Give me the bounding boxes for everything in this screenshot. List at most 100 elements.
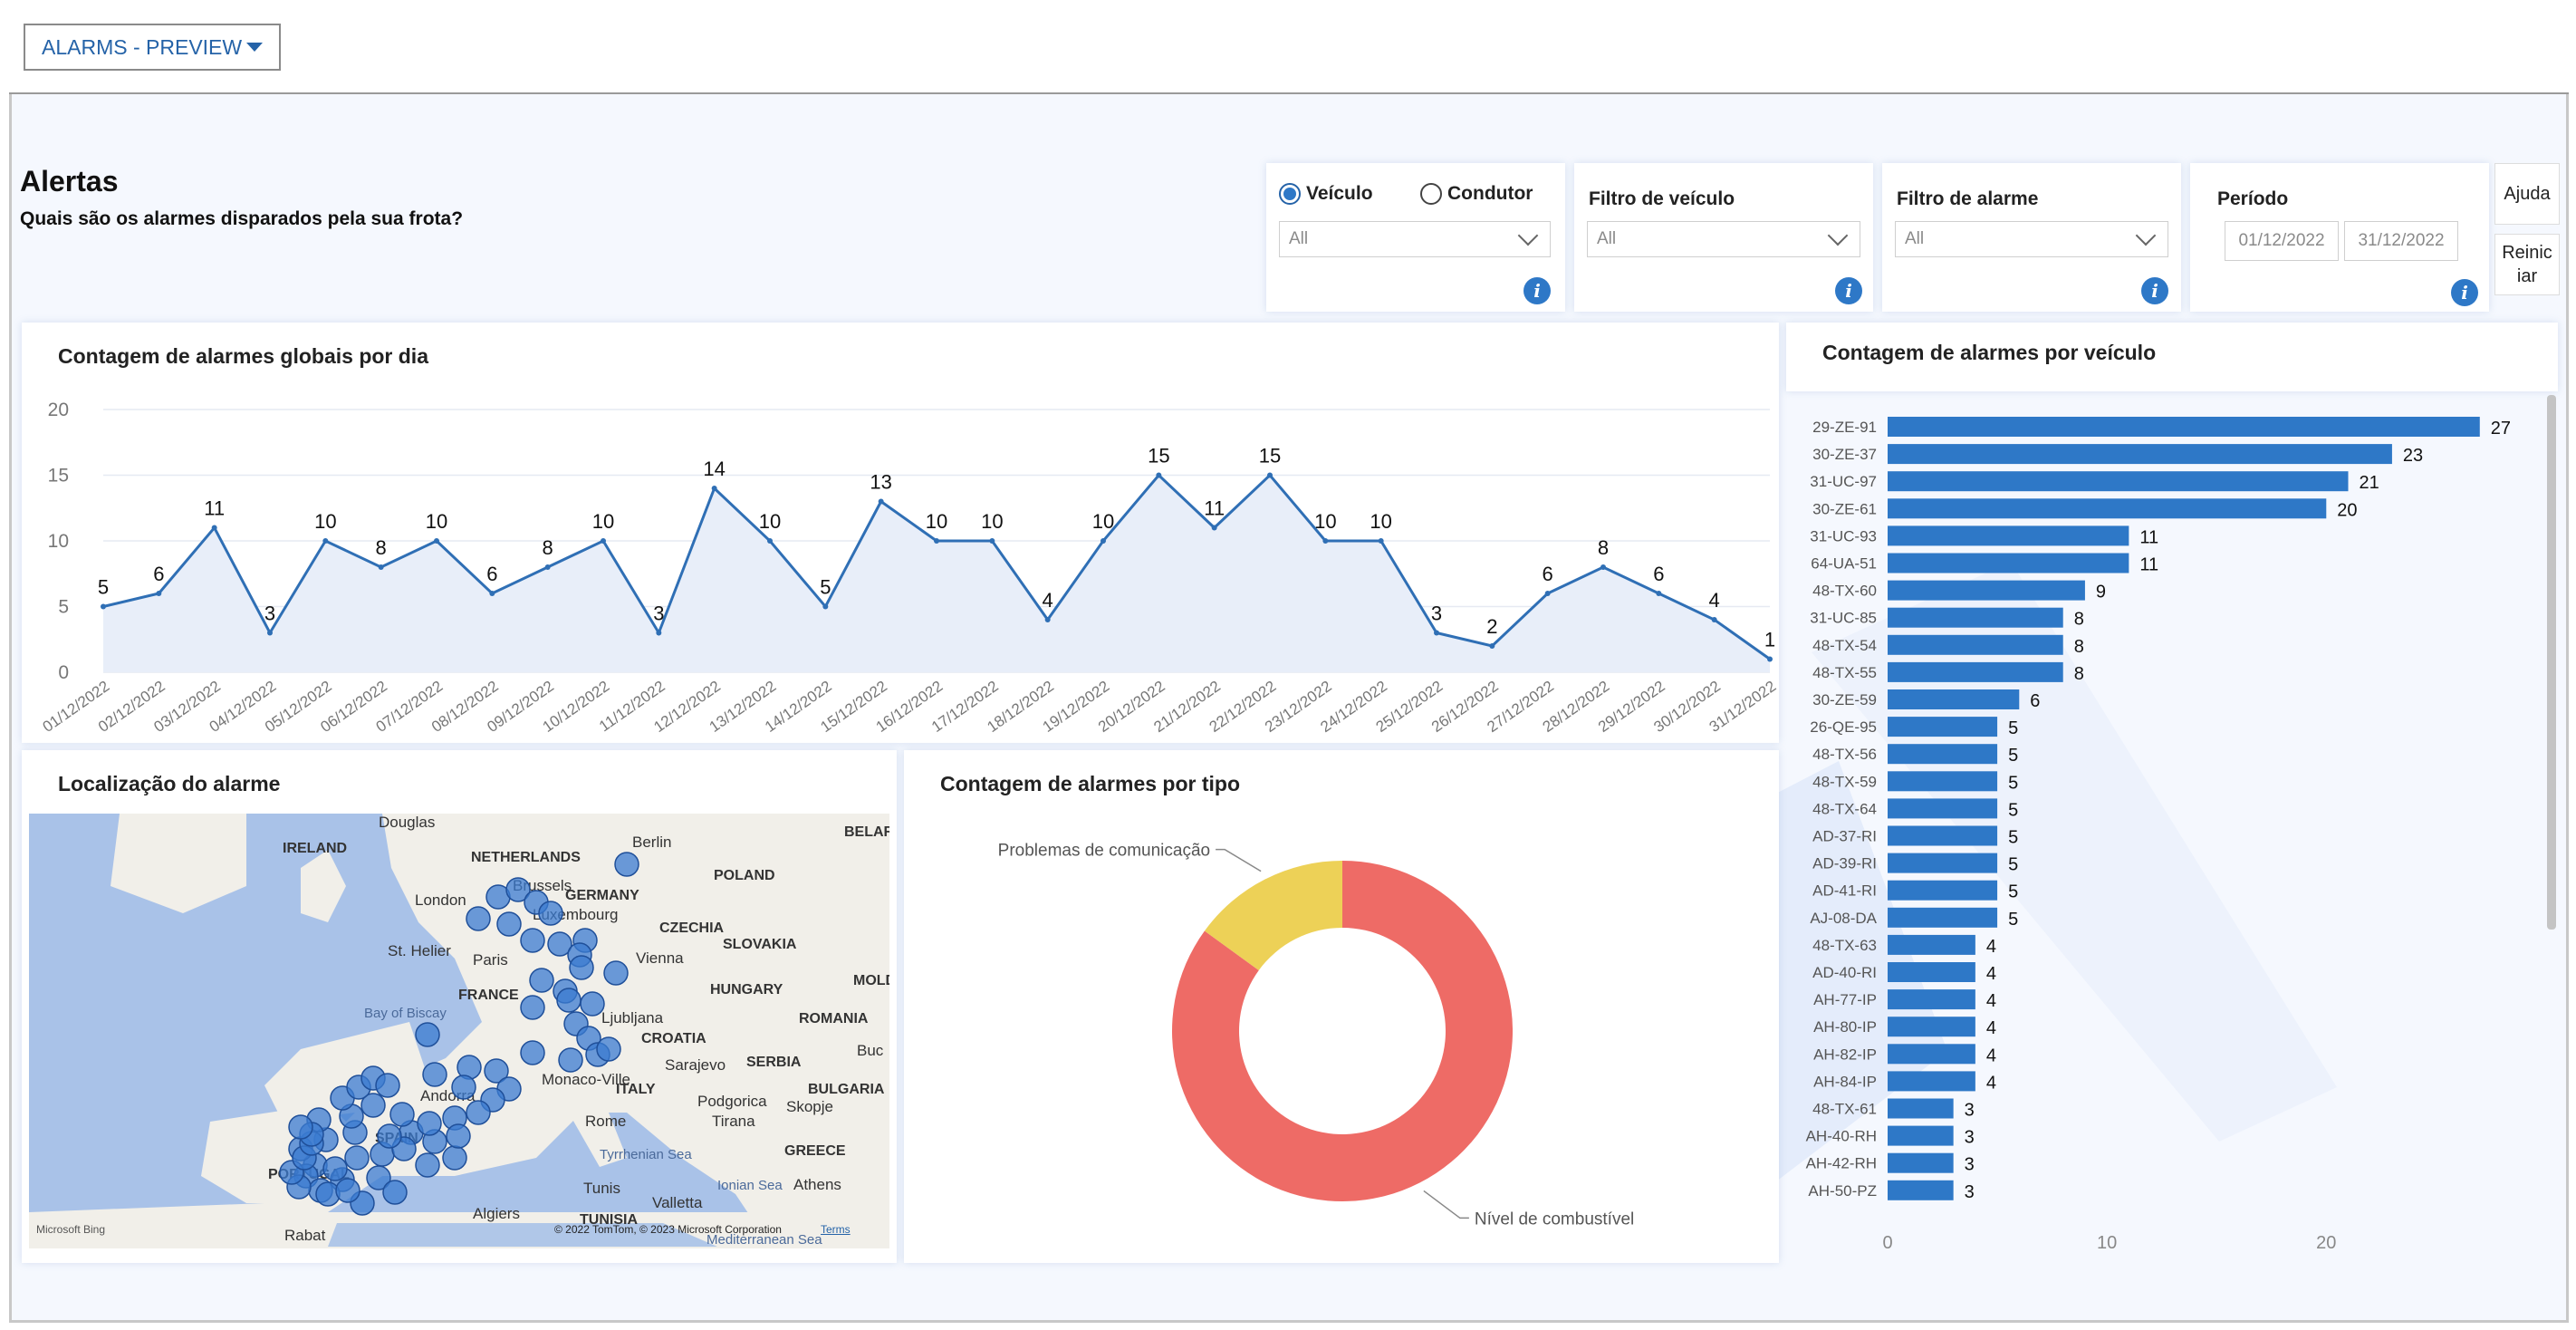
data-point[interactable] bbox=[1544, 591, 1551, 596]
alarm-location-point[interactable] bbox=[603, 960, 629, 986]
alarm-location-point[interactable] bbox=[520, 928, 545, 953]
bar[interactable] bbox=[1888, 1098, 1954, 1119]
alarm-location-point[interactable] bbox=[375, 1073, 400, 1098]
bar[interactable] bbox=[1888, 661, 2063, 682]
donut-slice[interactable] bbox=[1204, 861, 1342, 970]
bar[interactable] bbox=[1888, 607, 2063, 628]
alarm-location-point[interactable] bbox=[446, 1123, 471, 1149]
data-point[interactable] bbox=[1156, 472, 1162, 478]
alarm-location-point[interactable] bbox=[288, 1114, 313, 1140]
alarm-location-point[interactable] bbox=[389, 1102, 415, 1127]
bar[interactable] bbox=[1888, 771, 1998, 792]
bar[interactable] bbox=[1888, 498, 2327, 519]
alarm-location-point[interactable] bbox=[322, 1156, 348, 1181]
bar[interactable] bbox=[1888, 417, 2480, 437]
mode-value-dropdown[interactable]: All bbox=[1279, 221, 1551, 257]
alarm-location-point[interactable] bbox=[520, 995, 545, 1020]
bar[interactable] bbox=[1888, 634, 2063, 655]
data-point[interactable] bbox=[1211, 525, 1217, 531]
bar[interactable] bbox=[1888, 1071, 1975, 1092]
alarm-location-point[interactable] bbox=[569, 955, 594, 980]
bar[interactable] bbox=[1888, 1180, 1954, 1200]
period-end-input[interactable]: 31/12/2022 bbox=[2344, 221, 2458, 261]
bar[interactable] bbox=[1888, 934, 1975, 955]
data-point[interactable] bbox=[101, 603, 106, 610]
alarm-location-point[interactable] bbox=[484, 1058, 509, 1084]
data-point[interactable] bbox=[1378, 538, 1384, 544]
bar[interactable] bbox=[1888, 1125, 1954, 1146]
bar[interactable] bbox=[1888, 580, 2085, 601]
data-point[interactable] bbox=[1711, 617, 1717, 622]
alarm-location-point[interactable] bbox=[366, 1165, 391, 1190]
data-point[interactable] bbox=[1101, 538, 1106, 544]
bar[interactable] bbox=[1888, 853, 1998, 873]
data-point[interactable] bbox=[1434, 630, 1439, 636]
data-point[interactable] bbox=[934, 538, 939, 544]
period-start-input[interactable]: 01/12/2022 bbox=[2225, 221, 2339, 261]
bar[interactable] bbox=[1888, 444, 2392, 465]
vehicle-filter-dropdown[interactable]: All bbox=[1587, 221, 1860, 257]
bar[interactable] bbox=[1888, 471, 2349, 492]
alarm-location-point[interactable] bbox=[496, 911, 522, 937]
alarm-location-point[interactable] bbox=[538, 901, 563, 926]
alarm-location-point[interactable] bbox=[415, 1152, 440, 1178]
bar[interactable] bbox=[1888, 1017, 1975, 1037]
alarm-map[interactable]: IRELAND NETHERLANDS Berlin POLAND BELAR Londo… bbox=[29, 814, 889, 1248]
bar[interactable] bbox=[1888, 1152, 1954, 1173]
alarm-location-point[interactable] bbox=[547, 931, 572, 957]
data-point[interactable] bbox=[378, 564, 384, 570]
bar[interactable] bbox=[1888, 825, 1998, 846]
bar[interactable] bbox=[1888, 880, 1998, 901]
radio-condutor[interactable]: Condutor bbox=[1420, 183, 1533, 205]
donut-slice[interactable] bbox=[1172, 861, 1513, 1201]
data-point[interactable] bbox=[878, 498, 884, 505]
alarm-location-point[interactable] bbox=[529, 968, 554, 993]
data-point[interactable] bbox=[1044, 617, 1051, 622]
chart-scrollbar[interactable] bbox=[2547, 395, 2556, 930]
bar[interactable] bbox=[1888, 907, 1998, 928]
alarm-location-point[interactable] bbox=[377, 1123, 402, 1149]
alarm-location-point[interactable] bbox=[360, 1093, 386, 1118]
alarm-location-point[interactable] bbox=[415, 1022, 440, 1047]
data-point[interactable] bbox=[156, 591, 162, 596]
bar[interactable] bbox=[1888, 1044, 1975, 1065]
alarm-location-point[interactable] bbox=[520, 1040, 545, 1065]
reset-button[interactable]: Reiniciar bbox=[2494, 234, 2560, 295]
map-terms-link[interactable]: Terms bbox=[821, 1223, 851, 1236]
info-icon[interactable]: i bbox=[1523, 277, 1551, 304]
data-point[interactable] bbox=[1656, 591, 1662, 596]
data-point[interactable] bbox=[989, 538, 995, 544]
alarm-location-point[interactable] bbox=[558, 1047, 583, 1073]
data-point[interactable] bbox=[544, 564, 551, 570]
bar[interactable] bbox=[1888, 798, 1998, 819]
alarm-location-point[interactable] bbox=[417, 1111, 442, 1136]
alarm-location-point[interactable] bbox=[466, 1100, 491, 1125]
page-selector-dropdown[interactable]: ALARMS - PREVIEW bbox=[24, 24, 281, 71]
alarm-location-point[interactable] bbox=[382, 1180, 408, 1205]
bar[interactable] bbox=[1888, 989, 1975, 1010]
alarm-location-point[interactable] bbox=[451, 1075, 476, 1100]
alarm-location-point[interactable] bbox=[505, 877, 531, 902]
data-point[interactable] bbox=[1267, 472, 1273, 478]
alarm-location-point[interactable] bbox=[422, 1062, 447, 1087]
bar[interactable] bbox=[1888, 689, 2020, 709]
data-point[interactable] bbox=[1489, 643, 1495, 649]
bar[interactable] bbox=[1888, 962, 1975, 982]
bar[interactable] bbox=[1888, 553, 2129, 573]
alarm-filter-dropdown[interactable]: All bbox=[1895, 221, 2168, 257]
data-point[interactable] bbox=[822, 603, 829, 610]
radio-veiculo[interactable]: Veículo bbox=[1279, 183, 1373, 205]
bar[interactable] bbox=[1888, 525, 2129, 546]
bar[interactable] bbox=[1888, 744, 1998, 765]
alarm-location-point[interactable] bbox=[596, 1036, 621, 1062]
data-point[interactable] bbox=[322, 538, 329, 544]
alarm-location-point[interactable] bbox=[580, 991, 605, 1017]
data-point[interactable] bbox=[601, 538, 606, 544]
info-icon[interactable]: i bbox=[2451, 279, 2478, 306]
bar[interactable] bbox=[1888, 717, 1998, 737]
data-point[interactable] bbox=[767, 538, 773, 544]
alarm-location-point[interactable] bbox=[442, 1145, 467, 1171]
data-point[interactable] bbox=[1767, 656, 1773, 662]
alarm-location-point[interactable] bbox=[344, 1145, 370, 1171]
alarm-location-point[interactable] bbox=[335, 1178, 360, 1203]
